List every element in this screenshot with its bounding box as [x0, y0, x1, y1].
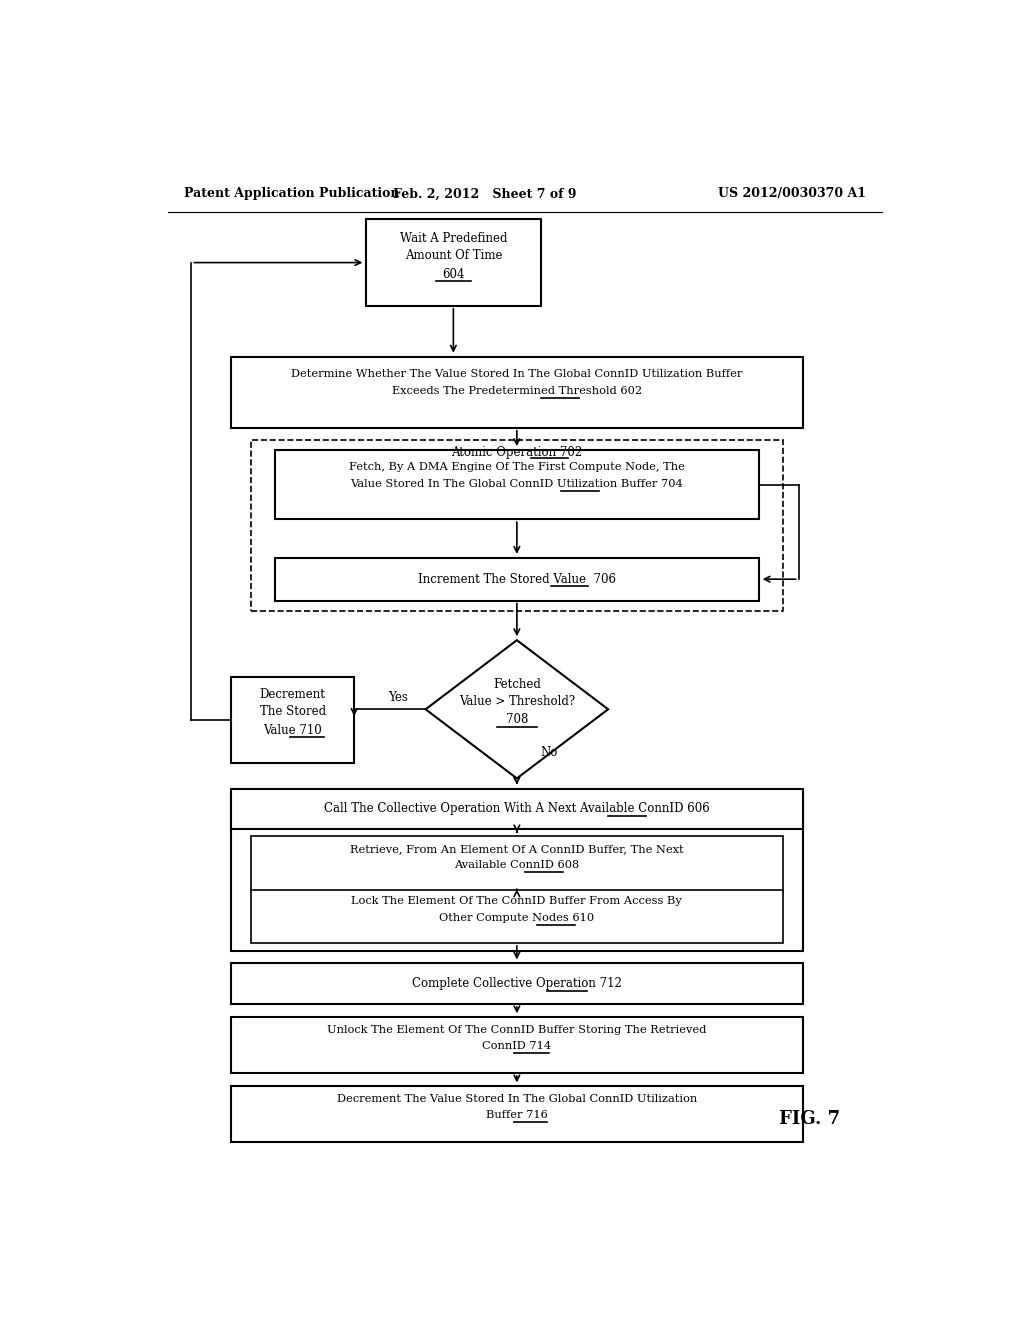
Text: Buffer 716: Buffer 716 — [486, 1110, 548, 1121]
Text: Fetched: Fetched — [493, 678, 541, 692]
Text: ConnID 714: ConnID 714 — [482, 1041, 552, 1051]
Text: Call The Collective Operation With A Next Available ConnID 606: Call The Collective Operation With A Nex… — [324, 803, 710, 816]
Text: Lock The Element Of The ConnID Buffer From Access By: Lock The Element Of The ConnID Buffer Fr… — [351, 896, 682, 907]
Text: 604: 604 — [442, 268, 465, 281]
Text: Patent Application Publication: Patent Application Publication — [183, 187, 399, 201]
Text: Unlock The Element Of The ConnID Buffer Storing The Retrieved: Unlock The Element Of The ConnID Buffer … — [328, 1024, 707, 1035]
Text: Available ConnID 608: Available ConnID 608 — [455, 861, 580, 870]
Text: Fetch, By A DMA Engine Of The First Compute Node, The: Fetch, By A DMA Engine Of The First Comp… — [349, 462, 685, 473]
Text: Determine Whether The Value Stored In The Global ConnID Utilization Buffer: Determine Whether The Value Stored In Th… — [291, 368, 742, 379]
FancyBboxPatch shape — [231, 677, 354, 763]
Text: Feb. 2, 2012   Sheet 7 of 9: Feb. 2, 2012 Sheet 7 of 9 — [393, 187, 577, 201]
FancyBboxPatch shape — [367, 219, 541, 306]
Text: Retrieve, From An Element Of A ConnID Buffer, The Next: Retrieve, From An Element Of A ConnID Bu… — [350, 843, 684, 854]
Text: Yes: Yes — [388, 690, 408, 704]
FancyBboxPatch shape — [231, 793, 803, 952]
FancyBboxPatch shape — [274, 450, 759, 519]
Text: Value 710: Value 710 — [263, 723, 322, 737]
FancyBboxPatch shape — [231, 1086, 803, 1142]
Text: Value > Threshold?: Value > Threshold? — [459, 694, 574, 708]
Text: Amount Of Time: Amount Of Time — [404, 249, 502, 261]
Text: Value Stored In The Global ConnID Utilization Buffer 704: Value Stored In The Global ConnID Utiliz… — [350, 479, 683, 488]
Text: Other Compute Nodes 610: Other Compute Nodes 610 — [439, 912, 594, 923]
Polygon shape — [426, 640, 608, 779]
FancyBboxPatch shape — [231, 356, 803, 428]
FancyBboxPatch shape — [251, 837, 782, 892]
Text: No: No — [540, 747, 557, 759]
Text: Complete Collective Operation 712: Complete Collective Operation 712 — [412, 977, 622, 990]
Text: US 2012/0030370 A1: US 2012/0030370 A1 — [718, 187, 866, 201]
FancyBboxPatch shape — [231, 1018, 803, 1073]
FancyBboxPatch shape — [231, 788, 803, 829]
Text: Exceeds The Predetermined Threshold 602: Exceeds The Predetermined Threshold 602 — [392, 387, 642, 396]
FancyBboxPatch shape — [231, 964, 803, 1005]
Text: Increment The Stored Value  706: Increment The Stored Value 706 — [418, 573, 615, 586]
FancyBboxPatch shape — [274, 558, 759, 601]
Text: The Stored: The Stored — [260, 705, 326, 718]
Text: FIG. 7: FIG. 7 — [778, 1110, 840, 1127]
Text: Atomic Operation 702: Atomic Operation 702 — [452, 446, 583, 458]
Text: Decrement: Decrement — [260, 688, 326, 701]
FancyBboxPatch shape — [251, 440, 782, 611]
Text: Wait A Predefined: Wait A Predefined — [399, 232, 507, 244]
FancyBboxPatch shape — [251, 890, 782, 942]
Text: 708: 708 — [506, 713, 528, 726]
Text: Decrement The Value Stored In The Global ConnID Utilization: Decrement The Value Stored In The Global… — [337, 1094, 697, 1104]
